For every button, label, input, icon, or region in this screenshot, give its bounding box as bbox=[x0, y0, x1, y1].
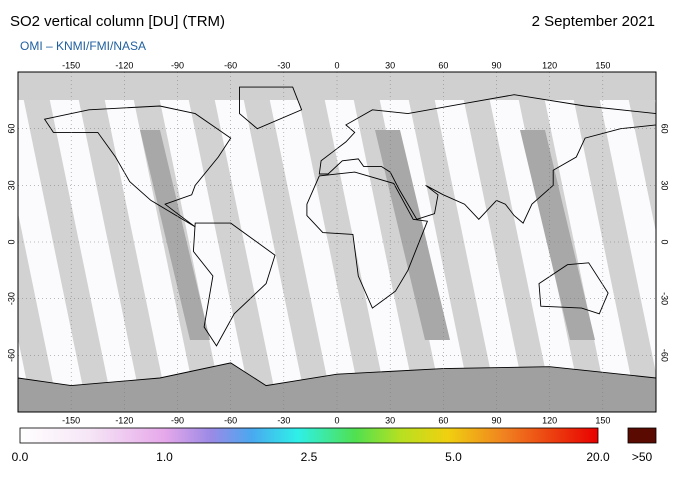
lon-label-bottom: -150 bbox=[62, 415, 80, 425]
lon-label-bottom: 60 bbox=[438, 415, 448, 425]
land bbox=[18, 86, 656, 412]
continent bbox=[192, 222, 276, 347]
swath bbox=[348, 72, 444, 412]
lon-label-bottom: -60 bbox=[224, 415, 237, 425]
swath bbox=[0, 72, 4, 412]
colorbar-overflow bbox=[627, 427, 657, 444]
continent bbox=[239, 86, 303, 130]
colorbar-label: 20.0 bbox=[586, 450, 610, 464]
lon-label-top: 120 bbox=[542, 60, 557, 70]
lat-label-right: 60 bbox=[660, 124, 670, 134]
lat-label-left: 30 bbox=[6, 180, 16, 190]
swath-overlap bbox=[375, 130, 450, 340]
swath bbox=[18, 212, 59, 412]
colorbar-label: 0.0 bbox=[12, 450, 29, 464]
swath bbox=[568, 72, 656, 412]
lat-label-left: 60 bbox=[6, 124, 16, 134]
continent bbox=[318, 94, 656, 224]
lon-label-bottom: -90 bbox=[171, 415, 184, 425]
lon-label-top: 60 bbox=[438, 60, 448, 70]
map bbox=[0, 72, 656, 412]
continent bbox=[538, 262, 609, 315]
swath-overlap bbox=[520, 130, 595, 340]
lon-label-bottom: -120 bbox=[115, 415, 133, 425]
lon-label-bottom: 150 bbox=[595, 415, 610, 425]
lon-label-top: -120 bbox=[115, 60, 133, 70]
lon-label-top: -150 bbox=[62, 60, 80, 70]
lon-label-top: -30 bbox=[277, 60, 290, 70]
continent bbox=[306, 171, 429, 309]
lon-label-bottom: 30 bbox=[385, 415, 395, 425]
lat-label-right: -60 bbox=[660, 349, 670, 362]
colorbar bbox=[19, 427, 599, 444]
lon-label-top: -60 bbox=[224, 60, 237, 70]
title: SO2 vertical column [DU] (TRM) bbox=[10, 13, 225, 30]
colorbar-labels: 0.0 1.0 2.5 5.0 20.0 >50 bbox=[12, 450, 653, 464]
source: OMI – KNMI/FMI/NASA bbox=[20, 39, 146, 53]
colorbar-label: 5.0 bbox=[445, 450, 462, 464]
continent bbox=[43, 105, 232, 228]
swath bbox=[293, 72, 389, 412]
lat-label-left: 0 bbox=[6, 239, 16, 244]
swath bbox=[623, 72, 656, 233]
lon-label-top: 0 bbox=[334, 60, 339, 70]
colorbar-label: 1.0 bbox=[156, 450, 173, 464]
lon-label-top: 90 bbox=[491, 60, 501, 70]
lon-label-top: 30 bbox=[385, 60, 395, 70]
ticks: -150 -150 -120 -120 -90 -90 -60 -60 -30 -30 0 0 30 30… bbox=[6, 60, 669, 425]
lon-label-bottom: 90 bbox=[491, 415, 501, 425]
lon-label-top: -90 bbox=[171, 60, 184, 70]
lon-label-top: 150 bbox=[595, 60, 610, 70]
lat-label-right: 30 bbox=[660, 180, 670, 190]
lat-label-left: -30 bbox=[6, 292, 16, 305]
lat-label-right: -30 bbox=[660, 292, 670, 305]
map-frame bbox=[17, 71, 657, 413]
grid bbox=[18, 72, 656, 412]
colorbar-label: 2.5 bbox=[301, 450, 318, 464]
swath bbox=[73, 72, 169, 412]
lat-label-left: -60 bbox=[6, 349, 16, 362]
lat-label-right: 0 bbox=[660, 239, 670, 244]
lon-label-bottom: -30 bbox=[277, 415, 290, 425]
date: 2 September 2021 bbox=[532, 13, 655, 30]
colorbar-label: >50 bbox=[632, 450, 653, 464]
swath-overlap bbox=[140, 130, 210, 340]
lon-label-bottom: 120 bbox=[542, 415, 557, 425]
lon-label-bottom: 0 bbox=[334, 415, 339, 425]
